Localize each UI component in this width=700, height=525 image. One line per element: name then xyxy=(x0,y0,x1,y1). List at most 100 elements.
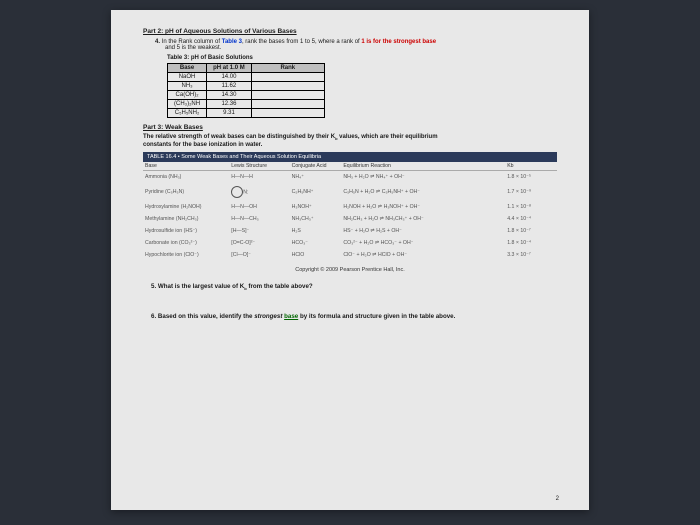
c: 1.8 × 10⁻⁷ xyxy=(505,225,557,237)
c: ClO⁻ + H₂O ⇌ HClO + OH⁻ xyxy=(341,249,505,261)
c: Hydroxylamine (H₂NOH) xyxy=(143,201,229,213)
c: HCO₃⁻ xyxy=(290,237,342,249)
c: NH₃CH₃⁺ xyxy=(290,213,342,225)
txt: The relative strength of weak bases can … xyxy=(143,134,331,140)
t3-c: 14.30 xyxy=(207,91,252,100)
t3-rank[interactable] xyxy=(251,73,324,82)
c: NH₃ + H₂O ⇌ NH₄⁺ + OH⁻ xyxy=(341,170,505,183)
part2-title: Part 2: pH of Aqueous Solutions of Vario… xyxy=(143,28,557,35)
c: CO₃²⁻ + H₂O ⇌ HCO₃⁻ + OH⁻ xyxy=(341,237,505,249)
part3-title: Part 3: Weak Bases xyxy=(143,124,557,131)
t3-c: NH₃ xyxy=(168,82,207,91)
q5-t2: from the table above? xyxy=(247,283,313,290)
c: H₂S xyxy=(290,225,342,237)
q5-t: What is the largest value of xyxy=(158,283,240,290)
t16-h: Lewis Structure xyxy=(229,162,289,171)
c: [Cl—O]⁻ xyxy=(229,249,289,261)
c: Hydrosulfide ion (HS⁻) xyxy=(143,225,229,237)
t3-rank[interactable] xyxy=(251,100,324,109)
table-row: Pyridine (C₅H₅N)N:C₅H₅NH⁺C₅H₅N + H₂O ⇌ C… xyxy=(143,183,557,201)
c: Hypochlorite ion (ClO⁻) xyxy=(143,249,229,261)
question-4: 4. In the Rank column of Table 3, rank t… xyxy=(155,39,557,51)
t3-c: 9.31 xyxy=(207,109,252,118)
c: H—N—OH xyxy=(229,201,289,213)
q4-num: 4. xyxy=(155,39,160,45)
q5-num: 5. xyxy=(151,283,156,290)
part3-intro: The relative strength of weak bases can … xyxy=(143,134,557,150)
table16-titlebar: TABLE 16.4 • Some Weak Bases and Their A… xyxy=(143,152,557,162)
c: Carbonate ion (CO₃²⁻) xyxy=(143,237,229,249)
c: H—N—H xyxy=(229,170,289,183)
t3-h2: Rank xyxy=(251,64,324,73)
table-16-4: Base Lewis Structure Conjugate Acid Equi… xyxy=(143,162,557,261)
t3-c: NaOH xyxy=(168,73,207,82)
c: 4.4 × 10⁻⁴ xyxy=(505,213,557,225)
t3-c: 14.00 xyxy=(207,73,252,82)
c: HS⁻ + H₂O ⇌ H₂S + OH⁻ xyxy=(341,225,505,237)
table-row: C₅H₅NH₂9.31 xyxy=(168,109,325,118)
table-row: Ammonia (NH₃)H—N—HNH₄⁺NH₃ + H₂O ⇌ NH₄⁺ +… xyxy=(143,170,557,183)
table-row: Hypochlorite ion (ClO⁻)[Cl—O]⁻HClOClO⁻ +… xyxy=(143,249,557,261)
t3-rank[interactable] xyxy=(251,91,324,100)
question-6: 6. Based on this value, identify the str… xyxy=(151,313,557,320)
txt: values, which are their equilibrium xyxy=(338,134,438,140)
c: 1.8 × 10⁻⁵ xyxy=(505,170,557,183)
table3-header-row: Base pH at 1.0 M Rank xyxy=(168,64,325,73)
c: NH₂CH₃ + H₂O ⇌ NH₃CH₃⁺ + OH⁻ xyxy=(341,213,505,225)
q6-t: Based on this value, identify the xyxy=(158,313,254,320)
table-3: Base pH at 1.0 M Rank NaOH14.00 NH₃11.62… xyxy=(167,63,325,118)
q4-t2: , rank the bases from 1 to 5, where a ra… xyxy=(242,39,361,45)
table-row: (CH₃)₂NH12.36 xyxy=(168,100,325,109)
hexagon-icon xyxy=(231,186,243,198)
t3-c: (CH₃)₂NH xyxy=(168,100,207,109)
c: [O=C-O]²⁻ xyxy=(229,237,289,249)
q6-t2: by its formula and structure given in th… xyxy=(298,313,455,320)
table-row: Methylamine (NH₂CH₃)H—N—CH₃NH₃CH₃⁺NH₂CH₃… xyxy=(143,213,557,225)
t3-c: C₅H₅NH₂ xyxy=(168,109,207,118)
c: H—N—CH₃ xyxy=(229,213,289,225)
table3-caption: Table 3: pH of Basic Solutions xyxy=(167,55,557,61)
question-5: 5. What is the largest value of Kb from … xyxy=(151,283,557,291)
c: Ammonia (NH₃) xyxy=(143,170,229,183)
t16-h: Base xyxy=(143,162,229,171)
q6-base: base xyxy=(284,313,298,320)
table-row: NaOH14.00 xyxy=(168,73,325,82)
c: Methylamine (NH₂CH₃) xyxy=(143,213,229,225)
c: 1.8 × 10⁻⁴ xyxy=(505,237,557,249)
c: C₅H₅NH⁺ xyxy=(290,183,342,201)
t3-h0: Base xyxy=(168,64,207,73)
q4-one: 1 is for the strongest base xyxy=(361,39,436,45)
t16-h: Kb xyxy=(505,162,557,171)
t16-header-row: Base Lewis Structure Conjugate Acid Equi… xyxy=(143,162,557,171)
q6-strong: strongest xyxy=(254,313,284,320)
worksheet-page: Part 2: pH of Aqueous Solutions of Vario… xyxy=(111,10,589,510)
t3-c: 12.36 xyxy=(207,100,252,109)
table-row: Ca(OH)₂14.30 xyxy=(168,91,325,100)
c: 1.7 × 10⁻⁹ xyxy=(505,183,557,201)
c: H₃NOH⁺ xyxy=(290,201,342,213)
t3-rank[interactable] xyxy=(251,109,324,118)
c: 1.1 × 10⁻⁸ xyxy=(505,201,557,213)
c: NH₄⁺ xyxy=(290,170,342,183)
t3-c: Ca(OH)₂ xyxy=(168,91,207,100)
t3-c: 11.62 xyxy=(207,82,252,91)
c: 3.3 × 10⁻⁷ xyxy=(505,249,557,261)
table-row: Carbonate ion (CO₃²⁻)[O=C-O]²⁻HCO₃⁻CO₃²⁻… xyxy=(143,237,557,249)
c: HClO xyxy=(290,249,342,261)
t16-h: Equilibrium Reaction xyxy=(341,162,505,171)
table-row: Hydroxylamine (H₂NOH)H—N—OHH₃NOH⁺H₂NOH +… xyxy=(143,201,557,213)
c: H₂NOH + H₂O ⇌ H₃NOH⁺ + OH⁻ xyxy=(341,201,505,213)
t16-h: Conjugate Acid xyxy=(290,162,342,171)
c: C₅H₅N + H₂O ⇌ C₅H₅NH⁺ + OH⁻ xyxy=(341,183,505,201)
c: N: xyxy=(229,183,289,201)
q4-tableref: Table 3 xyxy=(222,39,242,45)
table-row: Hydrosulfide ion (HS⁻)[H—S]⁻H₂SHS⁻ + H₂O… xyxy=(143,225,557,237)
c: Pyridine (C₅H₅N) xyxy=(143,183,229,201)
table-row: NH₃11.62 xyxy=(168,82,325,91)
page-number: 2 xyxy=(556,496,559,502)
q6-num: 6. xyxy=(151,313,156,320)
copyright-text: Copyright © 2009 Pearson Prentice Hall, … xyxy=(143,267,557,273)
t3-h1: pH at 1.0 M xyxy=(207,64,252,73)
q4-t3: and 5 is the weakest. xyxy=(165,45,221,51)
t3-rank[interactable] xyxy=(251,82,324,91)
